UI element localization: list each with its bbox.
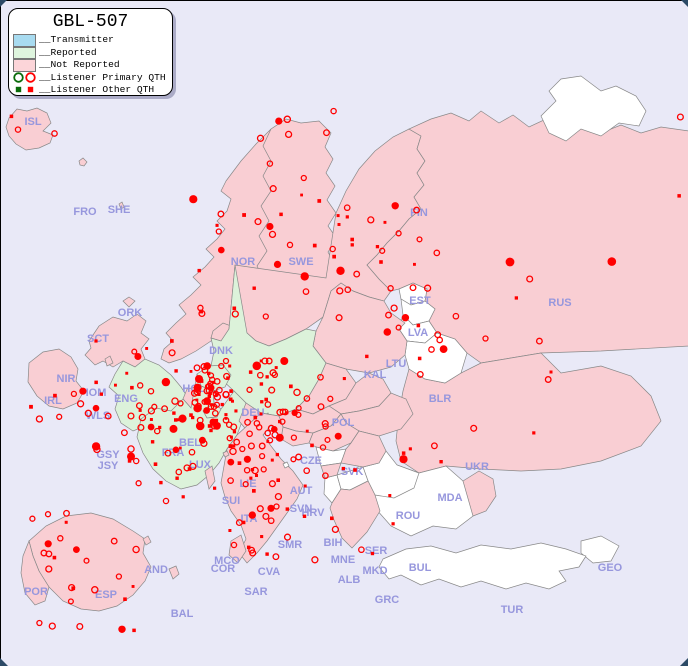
svg-text:AUT: AUT — [290, 485, 313, 497]
svg-text:NOR: NOR — [231, 256, 256, 268]
svg-text:FRO: FRO — [73, 206, 97, 218]
svg-text:GRC: GRC — [375, 594, 400, 606]
svg-text:LTU: LTU — [386, 358, 407, 370]
svg-text:COR: COR — [211, 563, 236, 575]
svg-text:ORK: ORK — [118, 307, 143, 319]
svg-text:DNK: DNK — [209, 345, 233, 357]
svg-text:NIR: NIR — [57, 373, 76, 385]
svg-text:CVA: CVA — [258, 566, 280, 578]
svg-text:ENG: ENG — [114, 393, 138, 405]
svg-text:JSY: JSY — [98, 460, 119, 472]
svg-text:BAL: BAL — [171, 608, 194, 620]
svg-text:KAL: KAL — [364, 369, 387, 381]
svg-text:ROU: ROU — [396, 510, 421, 522]
svg-text:MDA: MDA — [437, 492, 462, 504]
svg-text:AND: AND — [144, 564, 168, 576]
svg-text:TUR: TUR — [501, 604, 524, 616]
svg-text:SCT: SCT — [87, 333, 109, 345]
svg-text:SAR: SAR — [244, 586, 267, 598]
svg-text:ALB: ALB — [338, 574, 361, 586]
svg-text:POR: POR — [24, 586, 48, 598]
svg-text:UKR: UKR — [465, 461, 489, 473]
svg-text:SMR: SMR — [278, 539, 303, 551]
svg-text:SWE: SWE — [288, 256, 313, 268]
svg-text:GEO: GEO — [598, 562, 623, 574]
svg-text:SUI: SUI — [222, 495, 240, 507]
svg-text:BUL: BUL — [409, 562, 432, 574]
svg-text:SHE: SHE — [108, 204, 131, 216]
svg-text:MKD: MKD — [362, 565, 387, 577]
svg-text:LVA: LVA — [408, 327, 428, 339]
svg-text:BIH: BIH — [324, 537, 343, 549]
svg-text:SER: SER — [365, 545, 388, 557]
svg-text:EST: EST — [409, 295, 431, 307]
svg-text:BLR: BLR — [429, 393, 452, 405]
svg-text:IOM: IOM — [86, 387, 107, 399]
svg-text:ISL: ISL — [24, 116, 41, 128]
svg-text:CZE: CZE — [300, 455, 322, 467]
svg-text:RUS: RUS — [548, 297, 571, 309]
svg-text:MNE: MNE — [331, 554, 355, 566]
svg-text:POL: POL — [332, 417, 355, 429]
